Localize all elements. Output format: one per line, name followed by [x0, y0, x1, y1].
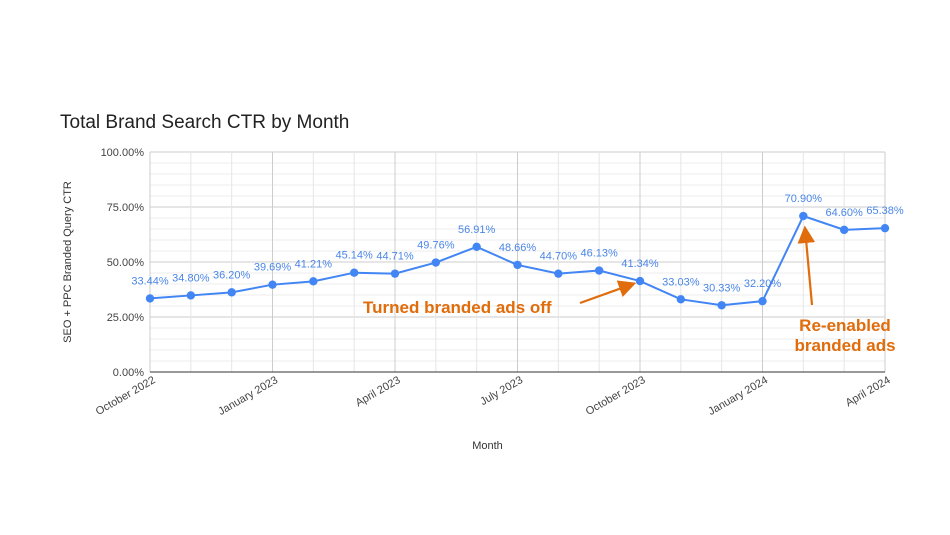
- x-tick-label: October 2022: [94, 374, 158, 418]
- x-tick-label: January 2024: [706, 374, 770, 418]
- data-point: [349, 268, 359, 277]
- data-labels: 33.44% 34.80% 36.20%39.69% 41.21%45.14% 44.7…: [131, 193, 904, 294]
- x-axis-title: Month: [472, 440, 503, 452]
- y-tick-label: 0.00%: [113, 367, 144, 379]
- annotation-ads-off: Turned branded ads off: [363, 298, 552, 317]
- data-label: 30.33%: [703, 282, 741, 294]
- x-tick-label: October 2023: [584, 374, 648, 418]
- data-point: [431, 258, 441, 267]
- data-point: [513, 260, 522, 270]
- data-point: [676, 295, 686, 304]
- data-point: [758, 296, 767, 306]
- data-label: 48.66%: [499, 242, 537, 254]
- annotation-ads-reenabled: Re-enabled branded ads: [794, 316, 895, 355]
- annotation-line: branded ads: [794, 336, 895, 355]
- y-axis-title: SEO + PPC Branded Query CTR: [62, 181, 74, 343]
- data-label: 44.71%: [376, 251, 414, 263]
- data-point: [799, 211, 808, 221]
- data-label: 45.14%: [336, 250, 374, 262]
- data-label: 39.69%: [254, 262, 292, 274]
- y-tick-label: 75.00%: [107, 202, 145, 214]
- data-label: 56.91%: [458, 224, 496, 236]
- data-label: 49.76%: [417, 240, 455, 252]
- data-label: 64.60%: [826, 207, 864, 219]
- y-tick-label: 25.00%: [107, 312, 145, 324]
- data-point: [880, 223, 890, 233]
- data-point: [839, 225, 849, 235]
- data-point: [472, 242, 481, 251]
- data-label: 41.21%: [295, 258, 333, 270]
- annotation-arrow-ads-off: [579, 280, 637, 305]
- data-label: 65.38%: [866, 205, 904, 217]
- x-tick-label: July 2023: [478, 374, 525, 408]
- data-label: 46.13%: [581, 248, 619, 260]
- x-tick-label: April 2023: [354, 374, 403, 409]
- data-point: [309, 277, 318, 286]
- data-label: 34.80%: [172, 272, 210, 284]
- data-point: [594, 266, 604, 275]
- data-point: [145, 294, 155, 303]
- chart-title: Total Brand Search CTR by Month: [60, 112, 350, 133]
- annotation-arrow-ads-reenabled: [797, 225, 816, 306]
- y-tick-label: 50.00%: [107, 257, 145, 269]
- data-point: [554, 269, 563, 278]
- data-point: [268, 280, 277, 289]
- x-tick-label: January 2023: [216, 374, 280, 418]
- data-series: [145, 211, 890, 310]
- data-point: [227, 288, 236, 297]
- data-label: 70.90%: [785, 193, 823, 205]
- annotation-line: Re-enabled: [799, 316, 891, 335]
- y-tick-label: 100.00%: [101, 147, 145, 159]
- data-point: [717, 301, 726, 310]
- data-label: 36.20%: [213, 269, 251, 281]
- annotations: Turned branded ads off Re-enabled branded …: [363, 225, 896, 355]
- data-point: [186, 291, 196, 300]
- data-label: 44.70%: [540, 251, 578, 263]
- data-label: 33.44%: [131, 275, 169, 287]
- data-label: 41.34%: [621, 258, 659, 270]
- x-tick-label: April 2024: [844, 374, 893, 409]
- grid-lines: [149, 151, 886, 373]
- data-point: [635, 276, 645, 286]
- data-point: [390, 269, 400, 278]
- data-label: 32.20%: [744, 278, 782, 290]
- data-label: 33.03%: [662, 276, 700, 288]
